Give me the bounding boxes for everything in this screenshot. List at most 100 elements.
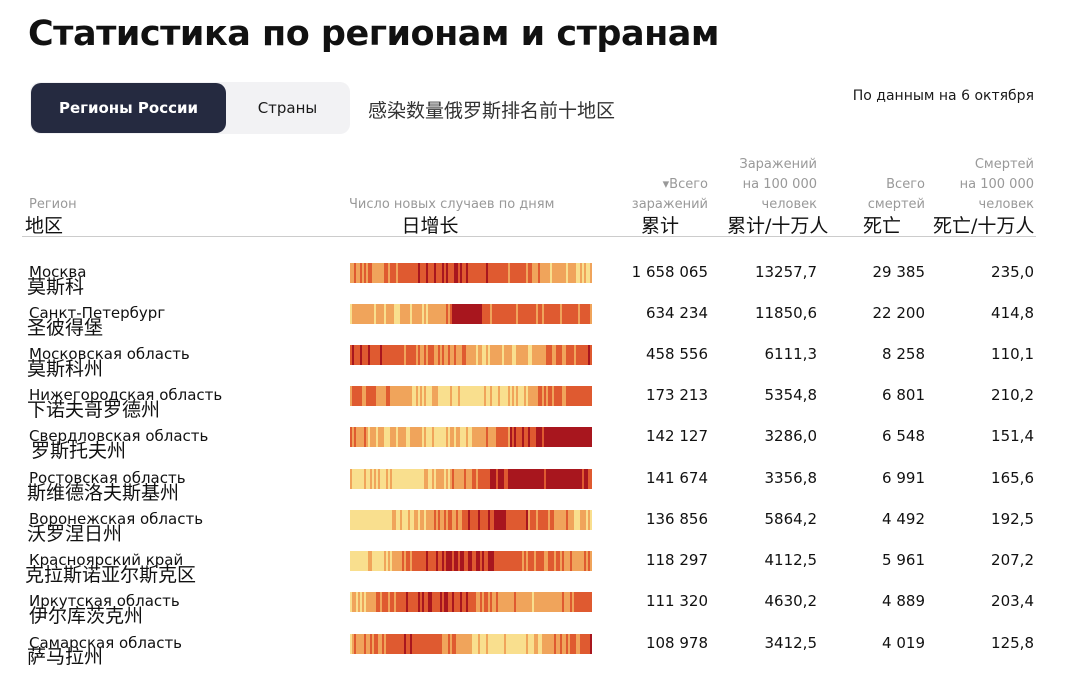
- heat-cell: [418, 551, 421, 571]
- heat-cell: [532, 427, 535, 447]
- heat-cell: [402, 469, 405, 489]
- heat-cell: [560, 304, 563, 324]
- heat-cell: [498, 469, 501, 489]
- heat-cell: [558, 304, 561, 324]
- heat-cell: [376, 427, 379, 447]
- heat-cell: [532, 592, 535, 612]
- heat-cell: [482, 592, 485, 612]
- region-name: Иркутская область: [29, 592, 180, 610]
- heat-cell: [394, 304, 397, 324]
- table-row[interactable]: Ростовская область 斯维德洛夫斯基州 141 674 3356…: [0, 469, 1080, 510]
- heat-cell: [552, 386, 555, 406]
- heat-cell: [540, 510, 543, 530]
- tab-countries[interactable]: Страны: [257, 99, 318, 117]
- heat-cell: [560, 263, 563, 283]
- heat-cell: [494, 592, 497, 612]
- heat-cell: [536, 634, 539, 654]
- tab-russia-regions[interactable]: Регионы России: [31, 83, 226, 133]
- heat-cell: [506, 386, 509, 406]
- heat-cell: [400, 427, 403, 447]
- table-row[interactable]: Санкт-Петербург 圣彼得堡 634 234 11850,6 22 …: [0, 304, 1080, 345]
- header-daily-cases[interactable]: Число новых случаев по дням: [349, 197, 555, 212]
- header-infections-per-100k[interactable]: Заражений на 100 000 человек: [700, 155, 817, 215]
- heat-cell: [518, 551, 521, 571]
- heat-cell: [448, 386, 451, 406]
- heat-cell: [458, 427, 461, 447]
- heat-cell: [414, 592, 417, 612]
- heat-cell: [562, 427, 565, 447]
- heat-cell: [550, 304, 553, 324]
- heat-cell: [370, 386, 373, 406]
- table-row[interactable]: Нижегородская область 下诺夫哥罗德州 173 213 53…: [0, 386, 1080, 427]
- heat-cell: [434, 427, 437, 447]
- heat-cell: [472, 304, 475, 324]
- heat-cell: [464, 469, 467, 489]
- table-row[interactable]: Московская область 莫斯科州 458 556 6111,3 8…: [0, 345, 1080, 386]
- header-region[interactable]: Регион: [29, 197, 77, 212]
- heat-cell: [588, 551, 591, 571]
- region-name-cn: 罗斯托夫州: [31, 440, 127, 462]
- table-row[interactable]: Самарская область 萨马拉州 108 978 3412,5 4 …: [0, 634, 1080, 675]
- heat-cell: [502, 386, 505, 406]
- heat-cell: [434, 386, 437, 406]
- heat-cell: [466, 510, 469, 530]
- heat-cell: [380, 469, 383, 489]
- heat-cell: [436, 345, 439, 365]
- table-row[interactable]: Москва 莫斯科 1 658 065 13257,7 29 385 235,…: [0, 263, 1080, 304]
- heat-cell: [354, 386, 357, 406]
- daily-cases-heatstrip: [350, 304, 592, 324]
- heat-cell: [486, 386, 489, 406]
- heat-cell: [566, 510, 569, 530]
- heat-cell: [396, 304, 399, 324]
- header-deaths-line2: смертей: [867, 197, 925, 212]
- heat-cell: [416, 263, 419, 283]
- heat-cell: [574, 469, 577, 489]
- table-row[interactable]: Свердловская область 罗斯托夫州 142 127 3286,…: [0, 427, 1080, 468]
- heat-cell: [384, 634, 387, 654]
- heat-cell: [396, 345, 399, 365]
- heat-cell: [478, 304, 481, 324]
- heat-cell: [590, 592, 592, 612]
- heat-cell: [422, 386, 425, 406]
- table-row[interactable]: Иркутская область 伊尔库茨克州 111 320 4630,2 …: [0, 592, 1080, 633]
- table-row[interactable]: Красноярский край 克拉斯诺亚尔斯克区 118 297 4112…: [0, 551, 1080, 592]
- heat-cell: [534, 263, 537, 283]
- heat-cell: [482, 551, 485, 571]
- heat-cell: [392, 386, 395, 406]
- heat-cell: [392, 469, 395, 489]
- heat-cell: [546, 469, 549, 489]
- heat-cell: [410, 592, 413, 612]
- heat-cell: [516, 592, 519, 612]
- total-infections: 136 856: [645, 510, 708, 528]
- heat-cell: [524, 427, 527, 447]
- heat-cell: [494, 386, 497, 406]
- header-divider: [22, 236, 1036, 237]
- heat-cell: [498, 304, 501, 324]
- heat-cell: [352, 263, 355, 283]
- heat-cell: [474, 304, 477, 324]
- total-deaths: 6 801: [882, 386, 925, 404]
- heat-cell: [480, 386, 483, 406]
- heat-cell: [384, 304, 387, 324]
- header-deaths-per-100k[interactable]: Смертей на 100 000 человек: [920, 155, 1034, 215]
- heat-cell: [590, 469, 592, 489]
- header-total-infections[interactable]: ▾Всего заражений: [600, 175, 708, 215]
- heat-cell: [366, 263, 369, 283]
- heat-cell: [578, 551, 581, 571]
- heat-cell: [420, 510, 423, 530]
- heat-cell: [378, 469, 381, 489]
- heat-cell: [358, 469, 361, 489]
- heat-cell: [472, 634, 475, 654]
- table-row[interactable]: Воронежская область 沃罗涅日州 136 856 5864,2…: [0, 510, 1080, 551]
- heat-cell: [510, 510, 513, 530]
- heat-cell: [536, 345, 539, 365]
- heat-cell: [424, 510, 427, 530]
- heat-cell: [498, 427, 501, 447]
- heat-cell: [384, 592, 387, 612]
- heat-cell: [526, 427, 529, 447]
- heat-cell: [364, 427, 367, 447]
- heat-cell: [520, 304, 523, 324]
- header-total-deaths[interactable]: Всего смертей: [830, 175, 925, 215]
- heat-cell: [474, 469, 477, 489]
- heat-cell: [502, 592, 505, 612]
